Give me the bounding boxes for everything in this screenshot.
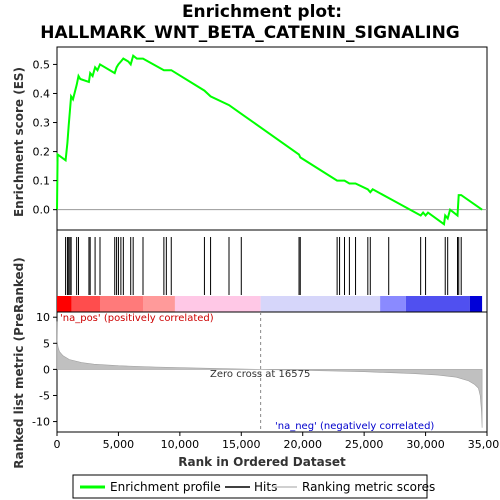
legend-label-metric: Ranking metric scores — [302, 480, 435, 494]
legend-label-enrichment: Enrichment profile — [110, 480, 221, 494]
rank-color-bar — [57, 296, 483, 312]
metric-tick-label: 10 — [36, 311, 50, 324]
es-tick-label: 0.4 — [33, 87, 51, 100]
es-tick-label: 0.2 — [33, 146, 51, 159]
rank-color-segment — [57, 296, 72, 312]
metric-axis-label: Ranked list metric (PreRanked) — [12, 257, 26, 469]
legend-label-hits: Hits — [254, 480, 277, 494]
x-tick-label: 15,000 — [222, 438, 261, 451]
chart-title-line2: HALLMARK_WNT_BETA_CATENIN_SIGNALING — [40, 23, 460, 43]
rank-color-segment — [405, 296, 470, 312]
x-tick-label: 0 — [54, 438, 61, 451]
es-axis-label: Enrichment score (ES) — [12, 67, 26, 217]
rank-color-segment — [71, 296, 100, 312]
x-tick-label: 5,000 — [103, 438, 135, 451]
pos-annotation: 'na_pos' (positively correlated) — [60, 313, 214, 324]
rank-color-segment — [260, 296, 381, 312]
es-tick-label: 0.0 — [33, 204, 51, 217]
rank-color-segment — [380, 296, 406, 312]
metric-tick-label: -5 — [39, 389, 50, 402]
x-tick-label: 10,000 — [161, 438, 200, 451]
enrichment-profile-line — [56, 53, 483, 226]
metric-tick-label: 5 — [43, 337, 50, 350]
ranking-metric-area — [56, 321, 483, 428]
rank-color-segment — [143, 296, 175, 312]
es-tick-label: 0.3 — [33, 117, 51, 130]
rank-color-segment — [469, 296, 483, 312]
x-tick-label: 35,000 — [468, 438, 500, 451]
x-tick-label: 20,000 — [283, 438, 322, 451]
es-tick-label: 0.5 — [33, 58, 51, 71]
metric-tick-label: 0 — [43, 363, 50, 376]
chart-title-line1: Enrichment plot: — [182, 2, 342, 22]
metric-tick-label: -10 — [32, 416, 50, 429]
x-axis-label: Rank in Ordered Dataset — [178, 455, 346, 469]
x-tick-label: 25,000 — [345, 438, 384, 451]
x-tick-label: 30,000 — [406, 438, 445, 451]
zero-cross-annotation: Zero cross at 16575 — [210, 369, 310, 380]
rank-color-segment — [174, 296, 261, 312]
legend: Enrichment profile Hits Ranking metric s… — [72, 474, 435, 499]
neg-annotation: 'na_neg' (negatively correlated) — [275, 421, 434, 432]
es-tick-label: 0.1 — [33, 175, 51, 188]
es-panel — [56, 46, 488, 231]
rank-color-segment — [100, 296, 143, 312]
